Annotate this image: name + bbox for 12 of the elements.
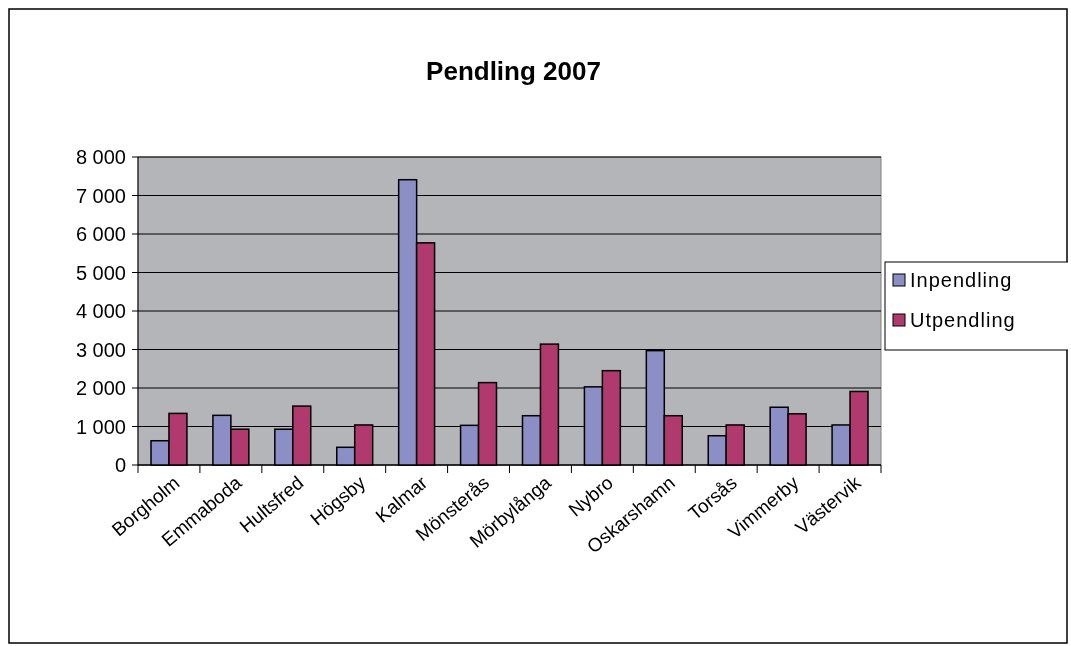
y-tick-label: 5 000	[75, 261, 126, 284]
chart-title: Pendling 2007	[426, 56, 601, 86]
y-tick-label: 2 000	[75, 377, 126, 399]
y-tick-label: 8 000	[75, 146, 126, 168]
legend-label: Inpendling	[910, 269, 1013, 291]
y-tick-label: 0	[114, 454, 126, 476]
y-tick-label: 1 000	[75, 415, 126, 438]
y-tick-label: 3 000	[75, 338, 126, 361]
y-tick-label: 6 000	[75, 223, 126, 245]
y-tick-label: 4 000	[75, 300, 126, 322]
y-tick-label: 7 000	[75, 184, 126, 207]
legend-label: Utpendling	[910, 309, 1016, 331]
